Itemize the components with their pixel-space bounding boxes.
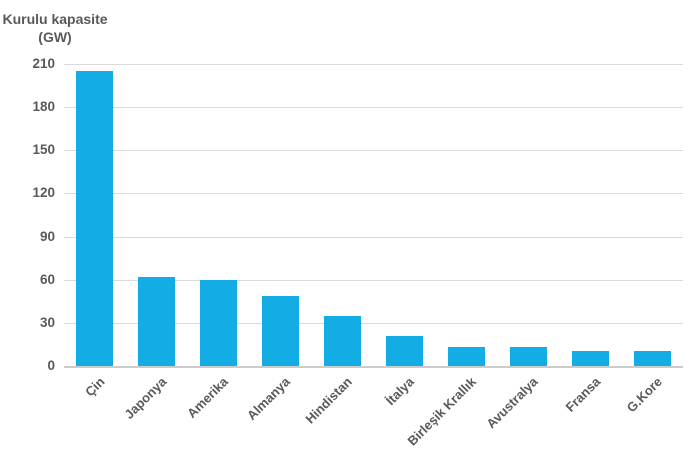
chart-title-line2: (GW) — [38, 29, 72, 45]
y-tick-label: 90 — [39, 228, 55, 244]
x-axis-line — [64, 365, 683, 368]
y-tick-label: 180 — [32, 99, 55, 115]
bar-amerika — [200, 279, 238, 366]
x-tick-label: Çin — [82, 374, 108, 400]
x-tick-label: Japonya — [121, 374, 170, 422]
bar-g-kore — [633, 351, 671, 366]
x-tick-label: G.Kore — [623, 374, 665, 416]
x-tick-label: Avustralya — [483, 374, 541, 432]
gridline — [64, 236, 683, 238]
bar--in — [76, 71, 114, 366]
x-tick-label: Fransa — [561, 374, 603, 415]
bar-i-talya — [385, 335, 423, 366]
gridline — [64, 150, 683, 152]
y-axis: 0 30 60 90 120 150 180 210 — [0, 56, 55, 373]
y-tick-label: 0 — [47, 358, 55, 373]
y-tick-label: 120 — [32, 185, 55, 201]
bar-hindistan — [324, 315, 362, 366]
bar-avustralya — [509, 346, 547, 366]
chart-title-line1: Kurulu kapasite — [2, 11, 108, 27]
chart-title: Kurulu kapasite (GW) — [2, 10, 108, 46]
gridline — [64, 193, 683, 195]
bar-fransa — [571, 350, 609, 366]
x-tick-label: İtalya — [382, 374, 418, 409]
y-tick-label: 30 — [39, 314, 55, 330]
gridline — [64, 64, 683, 65]
bar-japonya — [138, 276, 176, 366]
x-tick-label: Amerika — [184, 374, 232, 421]
y-tick-label: 150 — [32, 142, 55, 158]
x-tick-label: Almanya — [244, 374, 294, 423]
x-axis: Çin Japonya Amerika Almanya Hindistan İtalya B… — [64, 366, 683, 454]
gridline — [64, 322, 683, 324]
x-tick-label: Hindistan — [302, 374, 356, 427]
bar-almanya — [262, 295, 300, 366]
gridline — [64, 107, 683, 109]
plot-area — [64, 64, 683, 368]
bar-birle-ik-krall-k — [447, 346, 485, 366]
y-tick-label: 210 — [32, 56, 55, 71]
y-tick-label: 60 — [39, 271, 55, 287]
gridline — [64, 279, 683, 281]
